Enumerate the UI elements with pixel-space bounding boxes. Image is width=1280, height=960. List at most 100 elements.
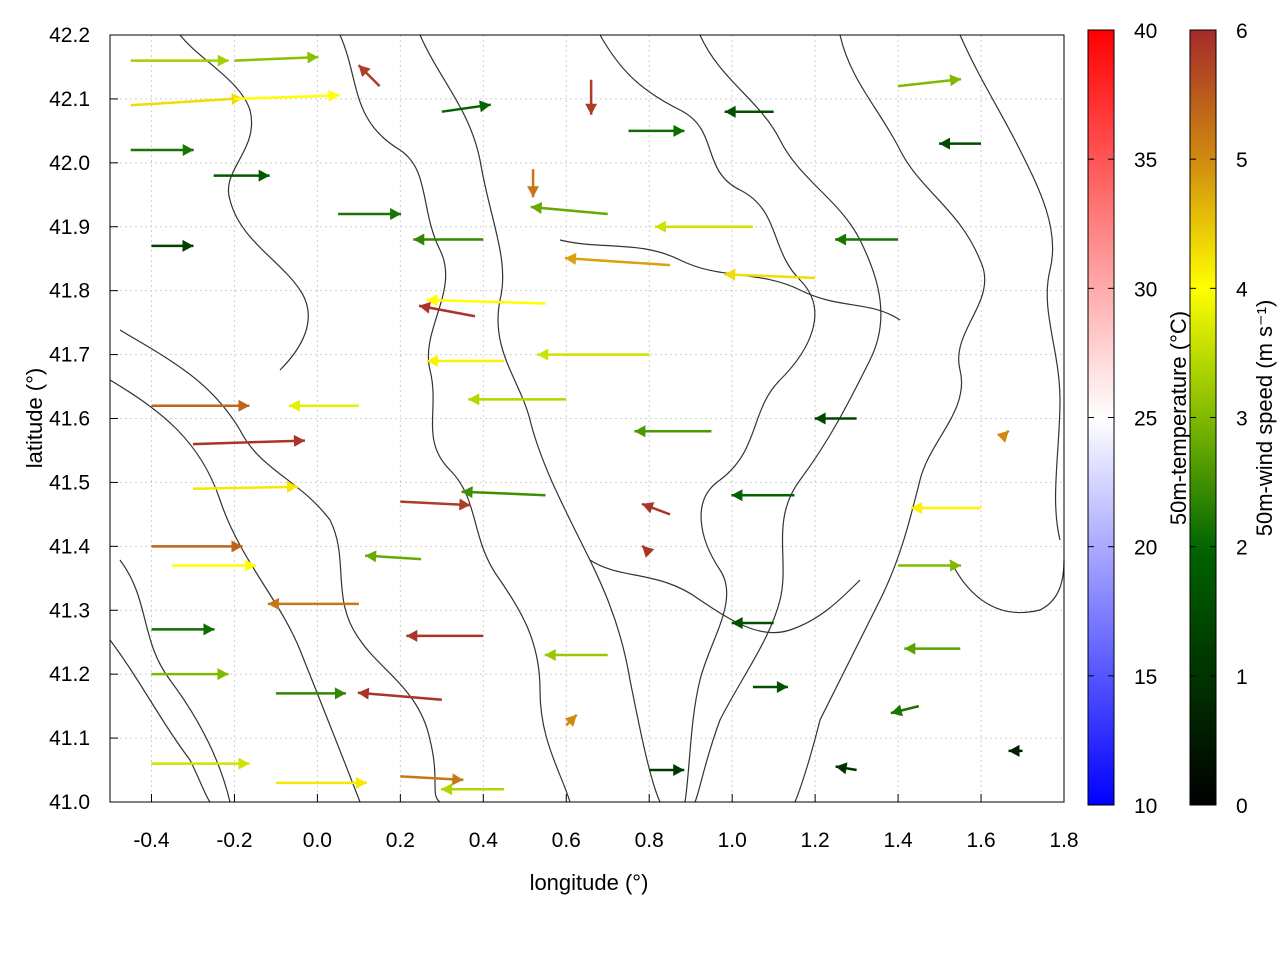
- contour-line: [109, 379, 361, 803]
- colorbar-tick-label: 2: [1236, 537, 1248, 560]
- contour-line: [559, 239, 901, 321]
- x-tick-label: 1.6: [966, 829, 995, 852]
- colorbar-tick-label: 3: [1236, 408, 1248, 431]
- colorbar-tick-label: 25: [1134, 408, 1157, 431]
- temperature-colorbar: 10 15 20 25 30 35 40 50m-temperature (°C): [1087, 20, 1191, 818]
- wind-vector: [338, 207, 402, 220]
- wind-vector: [530, 201, 608, 216]
- wind-vector: [151, 399, 250, 412]
- wind-vector: [649, 764, 685, 777]
- wind-speed-colorbar-label: 50m-wind speed (m s⁻¹): [1252, 300, 1277, 537]
- colorbar-tick-label: 20: [1134, 537, 1157, 560]
- y-tick-label: 41.8: [49, 280, 90, 303]
- wind-vector: [192, 434, 305, 447]
- wind-vector: [654, 220, 753, 233]
- colorbar-tick-label: 1: [1236, 666, 1248, 689]
- wind-vector: [400, 498, 471, 511]
- temperature-colorbar-label: 50m-temperature (°C): [1166, 311, 1191, 525]
- x-tick-label: 0.6: [552, 829, 581, 852]
- wind-vector: [731, 617, 774, 630]
- wind-vector: [835, 233, 899, 246]
- wind-vector: [911, 501, 982, 514]
- wind-vector: [752, 680, 788, 693]
- wind-vector: [441, 100, 492, 113]
- y-tick-label: 41.1: [49, 727, 90, 750]
- x-tick-label: -0.4: [133, 829, 170, 852]
- wind-vector: [172, 559, 257, 572]
- wind-vector: [564, 252, 671, 267]
- wind-vector: [406, 629, 484, 642]
- wind-vector: [996, 429, 1010, 443]
- contour-line: [109, 639, 211, 803]
- contour-line: [589, 559, 861, 634]
- x-tick-label: 1.8: [1049, 829, 1078, 852]
- wind-vector: [130, 54, 229, 67]
- wind-vector: [939, 137, 982, 150]
- contour-line: [959, 34, 1061, 541]
- x-tick-label: 1.0: [718, 829, 747, 852]
- y-axis: 41.0 41.1 41.2 41.3 41.4 41.5 41.6 41.7 41.8 41.9…: [49, 24, 118, 814]
- wind-vector: [234, 89, 340, 102]
- wind-vector: [628, 124, 685, 137]
- wind-vector: [724, 268, 816, 281]
- wind-vector: [151, 623, 215, 636]
- wind-vector: [357, 687, 442, 701]
- wind-vector: [468, 393, 567, 406]
- contour-line: [599, 34, 816, 803]
- wind-speed-colorbar-ticks: 0 1 2 3 4 5 6: [1190, 20, 1248, 818]
- wind-vector: [527, 169, 540, 198]
- wind-vector: [890, 704, 920, 717]
- contour-line: [119, 559, 231, 803]
- y-tick-label: 41.9: [49, 216, 90, 239]
- wind-vector: [400, 773, 464, 786]
- contour-line: [339, 34, 571, 803]
- y-tick-label: 41.4: [49, 535, 90, 558]
- wind-vector: [427, 354, 505, 367]
- wind-vectors: [130, 51, 1023, 796]
- wind-vector: [731, 489, 795, 502]
- x-tick-label: 1.4: [883, 829, 913, 852]
- wind-vector: [151, 757, 250, 770]
- terrain-contours: [109, 34, 1065, 803]
- y-tick-label: 42.1: [49, 88, 90, 111]
- x-axis-label: longitude (°): [530, 870, 649, 895]
- wind-vector: [897, 74, 962, 88]
- colorbar-tick-label: 10: [1134, 795, 1157, 818]
- contour-line: [179, 34, 309, 371]
- wind-vector: [151, 239, 194, 252]
- wind-vector: [234, 51, 319, 64]
- x-tick-label: 0.0: [303, 829, 332, 852]
- y-tick-label: 41.3: [49, 599, 90, 622]
- colorbar-tick-label: 15: [1134, 666, 1157, 689]
- wind-vector: [192, 480, 298, 493]
- wind-vector: [641, 502, 671, 516]
- wind-vector: [413, 233, 484, 246]
- wind-vector: [151, 668, 229, 681]
- wind-vector: [1008, 744, 1023, 757]
- colorbar-tick-label: 5: [1236, 149, 1248, 172]
- wind-vector: [275, 776, 367, 789]
- wind-vector: [537, 348, 650, 361]
- y-tick-label: 42.2: [49, 24, 90, 47]
- colorbar-tick-label: 0: [1236, 795, 1248, 818]
- wind-vector: [585, 79, 598, 115]
- colorbar-tick-label: 35: [1134, 149, 1157, 172]
- contour-line: [949, 559, 1065, 614]
- wind-vector: [288, 399, 359, 412]
- wind-vector: [130, 144, 194, 157]
- wind-vector: [213, 169, 270, 182]
- wind-speed-colorbar: 0 1 2 3 4 5 6 50m-wind speed (m s⁻¹): [1189, 20, 1277, 818]
- wind-vector: [365, 550, 422, 563]
- colorbar-tick-label: 40: [1134, 20, 1157, 43]
- wind-vector: [441, 783, 505, 796]
- y-tick-label: 41.5: [49, 471, 90, 494]
- wind-vector: [418, 301, 476, 318]
- wind-vector: [275, 687, 346, 700]
- y-tick-label: 42.0: [49, 152, 90, 175]
- temperature-colorbar-ticks: 10 15 20 25 30 35 40: [1088, 20, 1157, 818]
- grid-lines: [110, 34, 1065, 803]
- colorbar-tick-label: 30: [1134, 278, 1157, 301]
- x-tick-label: 0.8: [635, 829, 664, 852]
- x-axis: -0.4 -0.2 0.0 0.2 0.4 0.6 0.8 1.0 1.2 1.4 1.6 1.8: [133, 794, 1079, 852]
